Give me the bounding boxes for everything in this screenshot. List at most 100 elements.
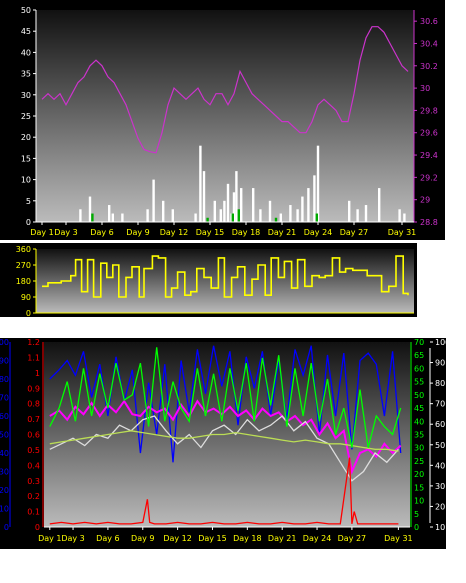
precip-bar: [279, 213, 282, 222]
left-tick-label: 50: [21, 6, 31, 15]
precip-bar: [268, 200, 272, 222]
red-tick-label: 0.1: [27, 508, 40, 517]
red-tick-label: 0.3: [27, 477, 40, 486]
green-tick-label: 50: [414, 391, 424, 400]
blue-tick-label: 0: [4, 523, 9, 532]
precip-bar: [88, 196, 92, 222]
precip-bar-green: [91, 213, 94, 222]
x-tick-label: Day 31: [388, 228, 417, 237]
left-tick-label: 0: [26, 309, 31, 317]
green-tick-label: 60: [414, 364, 424, 373]
x-tick-label: Day 1: [38, 534, 61, 543]
precip-bar: [213, 200, 216, 222]
right-tick-label: 30.2: [420, 62, 438, 71]
x-tick-label: Day 31: [384, 534, 413, 543]
white-tick-label: 10: [435, 523, 445, 532]
top-chart: 0 5 10 15 20 25 30 35 40 45 50 28.8 29 29.2 29.4 29.6 29…: [21, 6, 438, 237]
precip-bar-green: [231, 213, 234, 222]
x-tick-label: Day 3: [61, 534, 84, 543]
right-tick-label: 30.4: [420, 39, 438, 48]
precip-bar: [121, 213, 124, 222]
white-tick-label: 100: [435, 338, 446, 347]
left-tick-label: 10: [21, 176, 31, 185]
series-line-green: [49, 347, 402, 448]
right-tick-label: 28.8: [420, 218, 438, 227]
precip-bar: [403, 213, 406, 222]
red-tick-label: 0.2: [27, 492, 40, 501]
precip-bar: [232, 192, 236, 222]
middle-chart-panel: 0 90 180 270 360: [0, 243, 417, 318]
left-tick-label: 180: [16, 277, 31, 286]
precip-bar: [356, 209, 359, 222]
right-tick-label: 30: [420, 84, 430, 93]
blue-tick-label: 10: [0, 505, 9, 514]
x-tick-label: Day 21: [268, 228, 297, 237]
red-tick-label: 0.6: [27, 431, 40, 440]
white-tick-label: 70: [435, 400, 445, 409]
left-tick-label: 35: [21, 70, 31, 79]
x-tick-label: Day 9: [131, 534, 154, 543]
precip-bar-green: [315, 213, 318, 222]
left-tick-label: 270: [16, 261, 31, 270]
precip-bar: [235, 171, 238, 222]
precip-bar: [378, 188, 381, 222]
blue-tick-label: 80: [0, 375, 9, 384]
right-tick-label: 29.2: [420, 173, 438, 182]
left-tick-label: 40: [21, 48, 31, 57]
x-tick-label: Day 6: [96, 534, 119, 543]
precip-bar: [162, 200, 165, 222]
left-tick-label: 0: [26, 218, 31, 227]
blue-tick-label: 70: [0, 394, 9, 403]
green-tick-label: 30: [414, 444, 424, 453]
top-chart-panel: 0 5 10 15 20 25 30 35 40 45 50 28.8 29 29.2 29.4 29.6 29…: [0, 0, 445, 240]
x-tick-label: Day 12: [160, 228, 189, 237]
precip-bar: [111, 213, 114, 222]
wind-direction-line: [42, 255, 409, 298]
x-tick-label: Day 18: [232, 228, 261, 237]
red-tick-label: 0: [35, 523, 40, 532]
middle-chart: 0 90 180 270 360: [16, 245, 414, 318]
precip-bar: [79, 209, 82, 222]
green-tick-label: 65: [414, 351, 424, 360]
green-tick-label: 45: [414, 404, 424, 413]
x-tick-label: Day 21: [268, 534, 297, 543]
left-tick-label: 15: [21, 154, 31, 163]
right-tick-label: 29.8: [420, 106, 438, 115]
red-tick-label: 0.5: [27, 446, 40, 455]
right-tick-label: 29: [420, 196, 430, 205]
red-tick-label: 0.9: [27, 384, 40, 393]
left-tick-label: 25: [21, 112, 31, 121]
x-tick-label: Day 6: [90, 228, 113, 237]
white-tick-label: 60: [435, 420, 445, 429]
bottom-chart-panel: 0 10 20 30 40 50 60 70 80 90 100 0 0.1 0.2 0.3 0.4 0.5 0.…: [0, 338, 450, 549]
precip-bar-green: [206, 217, 209, 222]
left-tick-label: 45: [21, 27, 31, 36]
plot-background: [36, 10, 414, 222]
red-tick-label: 0.4: [27, 461, 40, 470]
precip-bar: [348, 200, 351, 222]
green-tick-label: 20: [414, 470, 424, 479]
left-tick-label: 90: [21, 293, 31, 302]
red-tick-label: 1.1: [27, 353, 40, 362]
series-line-light_gray: [49, 415, 399, 482]
right-tick-label: 29.4: [420, 151, 438, 160]
blue-tick-label: 40: [0, 449, 9, 458]
x-tick-label: Day 3: [54, 228, 77, 237]
precip-bar: [219, 209, 222, 222]
blue-tick-label: 30: [0, 468, 9, 477]
precip-bar: [194, 213, 197, 222]
x-tick-label: Day 24: [304, 228, 333, 237]
precip-bar: [152, 179, 155, 222]
precip-bar: [313, 175, 316, 222]
precip-bar: [202, 171, 206, 222]
x-tick-label: Day 1: [30, 228, 53, 237]
precip-bar-green: [237, 209, 240, 222]
green-tick-label: 25: [414, 457, 424, 466]
blue-tick-label: 90: [0, 357, 9, 366]
red-tick-label: 0.7: [27, 415, 40, 424]
green-tick-label: 5: [414, 510, 419, 519]
green-tick-label: 15: [414, 483, 424, 492]
precip-bar: [230, 213, 233, 222]
x-tick-label: Day 24: [303, 534, 332, 543]
green-tick-label: 10: [414, 497, 424, 506]
